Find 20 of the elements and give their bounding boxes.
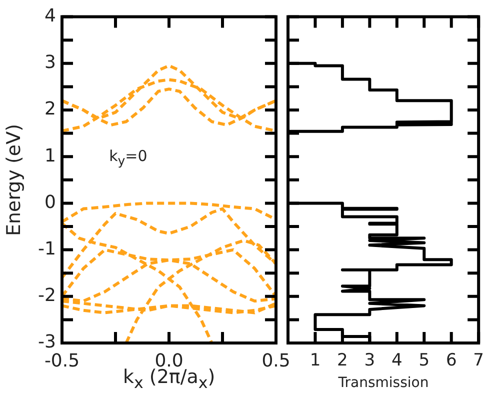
x-tick-label: 5: [418, 350, 430, 371]
annotation: k$_{y}$=0: [109, 147, 148, 168]
x-tick-label: 1: [310, 350, 321, 371]
y-tick-label: 2: [44, 98, 56, 120]
x-tick-label: 3: [364, 350, 376, 371]
y-tick-label: 1: [44, 145, 56, 166]
x-tick-label: -0.5: [44, 350, 80, 372]
x-tick-label: 6: [446, 350, 457, 371]
y-tick-label: -2: [38, 285, 56, 306]
y-tick-label: 0: [44, 192, 56, 213]
y-tick-label: -1: [38, 238, 56, 260]
x-tick-label: 2: [337, 350, 348, 371]
x-tick-label: 7: [473, 350, 484, 371]
y-tick-label: 4: [44, 5, 56, 26]
y-axis-title: Energy (eV): [3, 124, 26, 236]
y-tick-label: 3: [44, 52, 56, 74]
y-tick-label: -3: [38, 332, 56, 353]
x-tick-label: 4: [391, 350, 402, 371]
x-tick-label: 0.5: [262, 350, 290, 372]
x-axis-title: Transmission: [338, 375, 429, 391]
